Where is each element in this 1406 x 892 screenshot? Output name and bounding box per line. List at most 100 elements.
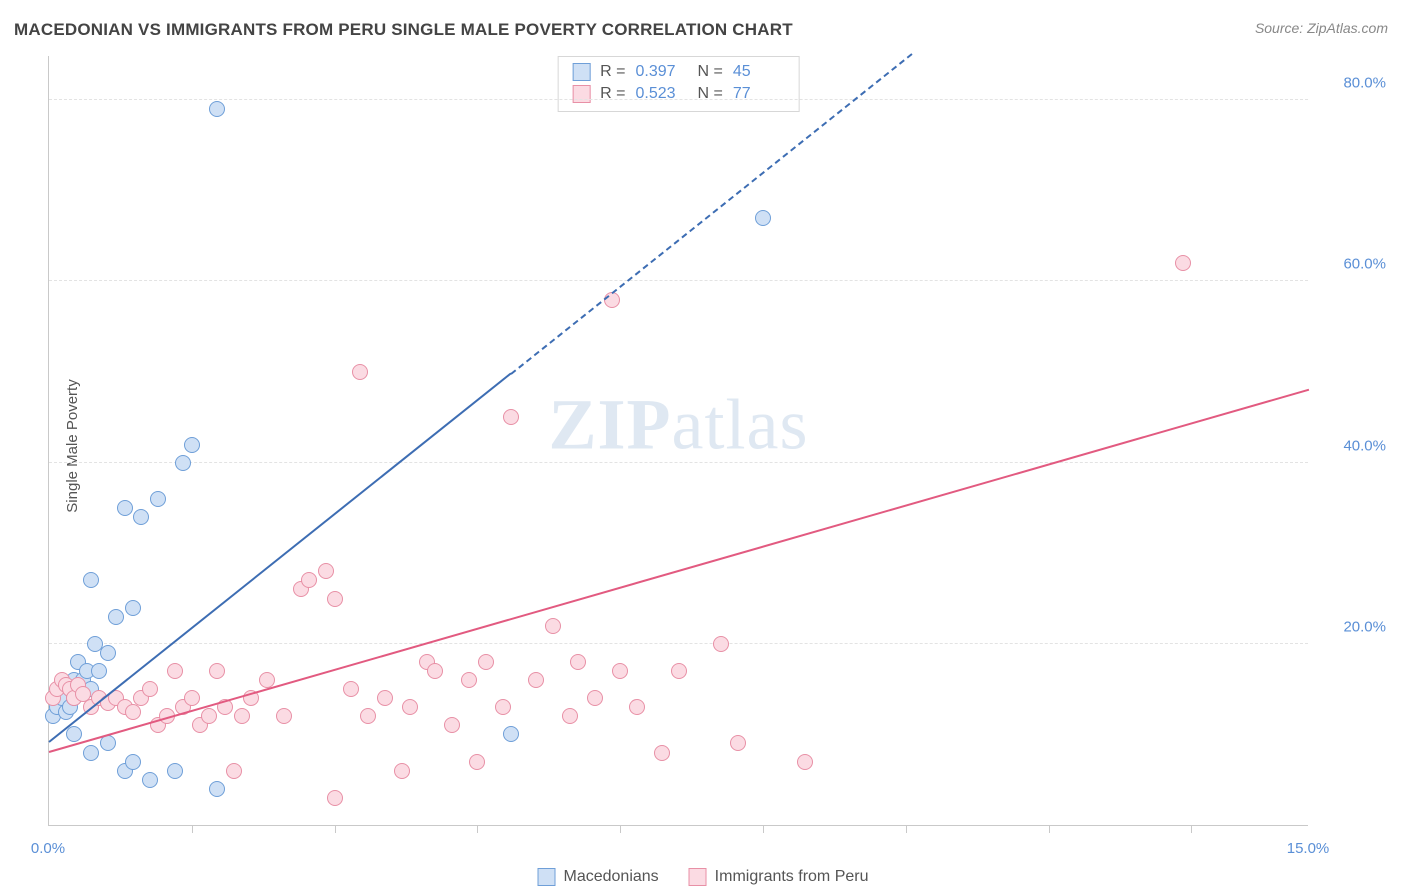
data-point-peru [327,591,343,607]
watermark-light: atlas [672,385,809,465]
data-point-peru [360,708,376,724]
gridline [49,643,1308,644]
x-tick [335,825,336,833]
data-point-peru [713,636,729,652]
stat-r-value: 0.523 [636,85,688,103]
stat-n-value: 45 [733,63,785,81]
stat-row-macedonians: R = 0.397 N = 45 [572,61,785,83]
trend-line [49,388,1310,752]
x-tick [477,825,478,833]
x-tick [763,825,764,833]
y-tick-label: 80.0% [1326,75,1386,92]
data-point-macedonians [83,745,99,761]
data-point-peru [629,699,645,715]
data-point-macedonians [100,645,116,661]
data-point-peru [427,663,443,679]
data-point-macedonians [175,455,191,471]
data-point-macedonians [755,210,771,226]
data-point-peru [352,364,368,380]
statistics-legend: R = 0.397 N = 45 R = 0.523 N = 77 [557,56,800,112]
watermark: ZIPatlas [549,384,809,467]
data-point-peru [377,690,393,706]
data-point-peru [797,754,813,770]
data-point-macedonians [503,726,519,742]
data-point-macedonians [150,491,166,507]
stat-n-label: N = [698,85,723,103]
data-point-peru [301,572,317,588]
x-tick [1049,825,1050,833]
x-tick [192,825,193,833]
data-point-macedonians [209,781,225,797]
chart-title: MACEDONIAN VS IMMIGRANTS FROM PERU SINGL… [14,20,793,40]
stat-n-value: 77 [733,85,785,103]
data-point-peru [209,663,225,679]
data-point-peru [503,409,519,425]
data-point-peru [402,699,418,715]
legend-swatch-macedonians [538,868,556,886]
data-point-peru [343,681,359,697]
data-point-peru [528,672,544,688]
x-tick [1191,825,1192,833]
gridline [49,280,1308,281]
data-point-peru [587,690,603,706]
x-tick-label: 0.0% [31,840,65,857]
x-tick-label: 15.0% [1287,840,1330,857]
data-point-peru [318,563,334,579]
data-point-peru [671,663,687,679]
data-point-peru [234,708,250,724]
legend-item-peru: Immigrants from Peru [689,868,869,886]
data-point-macedonians [66,726,82,742]
stat-r-value: 0.397 [636,63,688,81]
data-point-peru [125,704,141,720]
data-point-peru [570,654,586,670]
x-tick [620,825,621,833]
data-point-macedonians [184,437,200,453]
legend-label: Macedonians [564,868,659,886]
data-point-macedonians [167,763,183,779]
data-point-macedonians [108,609,124,625]
x-tick [906,825,907,833]
stat-row-peru: R = 0.523 N = 77 [572,83,785,105]
data-point-peru [444,717,460,733]
data-point-peru [327,790,343,806]
stat-n-label: N = [698,63,723,81]
trend-line [48,373,511,743]
data-point-macedonians [100,735,116,751]
data-point-macedonians [133,509,149,525]
data-point-peru [1175,255,1191,271]
y-tick-label: 20.0% [1326,618,1386,635]
watermark-bold: ZIP [549,385,672,465]
legend-swatch-peru [689,868,707,886]
data-point-macedonians [209,101,225,117]
data-point-macedonians [142,772,158,788]
data-point-macedonians [91,663,107,679]
gridline [49,99,1308,100]
data-point-peru [142,681,158,697]
data-point-peru [730,735,746,751]
data-point-macedonians [125,600,141,616]
data-point-peru [461,672,477,688]
stat-r-label: R = [600,85,625,103]
data-point-macedonians [125,754,141,770]
data-point-macedonians [117,500,133,516]
data-point-peru [478,654,494,670]
data-point-peru [167,663,183,679]
stat-r-label: R = [600,63,625,81]
data-point-peru [201,708,217,724]
data-point-peru [469,754,485,770]
swatch-macedonians [572,63,590,81]
y-tick-label: 40.0% [1326,437,1386,454]
series-legend: Macedonians Immigrants from Peru [538,868,869,886]
data-point-peru [226,763,242,779]
swatch-peru [572,85,590,103]
data-point-peru [545,618,561,634]
source-attribution: Source: ZipAtlas.com [1255,20,1388,36]
legend-label: Immigrants from Peru [715,868,869,886]
data-point-peru [276,708,292,724]
data-point-macedonians [83,572,99,588]
gridline [49,462,1308,463]
data-point-peru [612,663,628,679]
y-tick-label: 60.0% [1326,256,1386,273]
data-point-peru [562,708,578,724]
data-point-peru [495,699,511,715]
